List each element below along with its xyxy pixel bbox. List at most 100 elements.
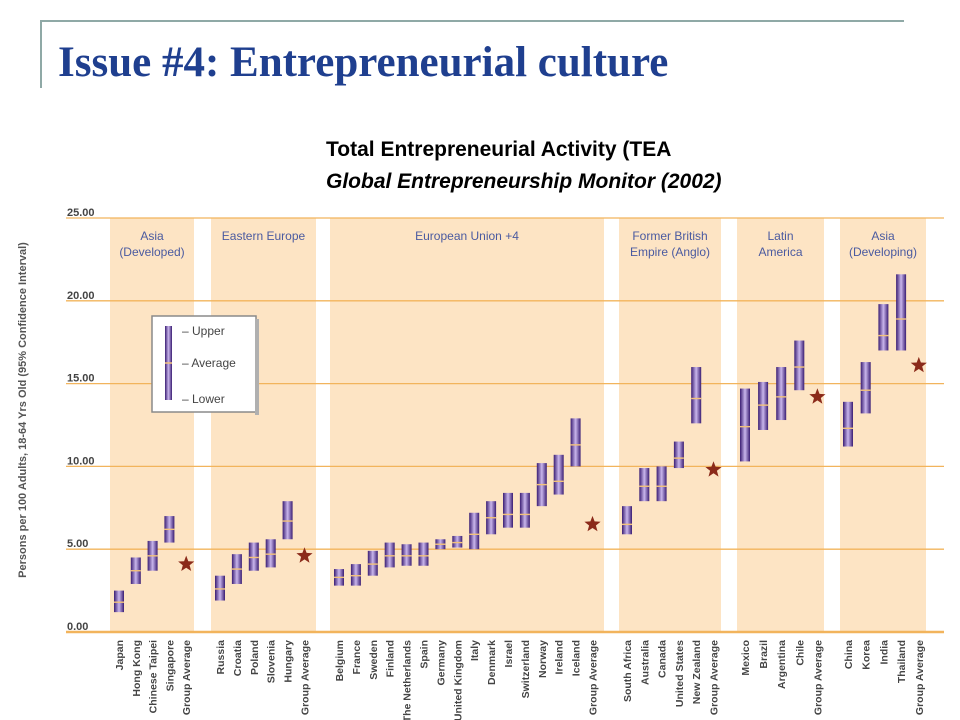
- x-tick-label: Thailand: [896, 640, 908, 683]
- range-bar: [248, 542, 259, 571]
- x-tick-labels: Japan Hong Kong Chinese Taipei Singapore Gro…: [114, 640, 926, 720]
- x-tick-label: Finland: [385, 640, 397, 677]
- range-bar: [519, 492, 530, 528]
- slide-title: Issue #4: Entrepreneurial culture: [58, 39, 669, 86]
- range-bar: [896, 274, 907, 351]
- group-average-star: [296, 547, 313, 563]
- range-bar: [384, 542, 395, 568]
- chart-title: Total Entrepreneurial Activity (TEA: [326, 138, 672, 161]
- x-tick-label-group-average: Group Average: [300, 640, 312, 715]
- x-tick-label-group-average: Group Average: [914, 640, 926, 715]
- y-tick-label: 5.00: [67, 538, 88, 550]
- group-average-star: [809, 388, 826, 404]
- range-bars: [114, 274, 907, 613]
- group-average-star: [178, 555, 195, 571]
- y-axis-label: Persons per 100 Adults, 18-64 Yrs Old (9…: [17, 242, 29, 578]
- range-bar: [350, 564, 361, 586]
- x-tick-label: Korea: [861, 640, 873, 670]
- range-bar: [570, 418, 581, 467]
- x-tick-label: Canada: [657, 640, 669, 678]
- x-tick-label: South Africa: [622, 640, 634, 702]
- x-tick-label: Argentina: [776, 640, 788, 689]
- range-bar: [418, 542, 429, 566]
- range-bar: [794, 340, 805, 391]
- x-tick-label: Belgium: [334, 640, 346, 681]
- x-tick-label: Poland: [249, 640, 261, 675]
- x-tick-label: Chinese Taipei: [148, 640, 160, 713]
- x-tick-label-group-average: Group Average: [181, 640, 193, 715]
- group-average-star: [910, 356, 927, 373]
- title-rule-top: [40, 20, 904, 22]
- y-tick-label: 20.00: [67, 290, 95, 302]
- group-label: European Union +4: [415, 229, 519, 243]
- x-tick-label: Ireland: [554, 640, 566, 674]
- legend-average: – Average: [182, 356, 236, 370]
- y-tick-label: 10.00: [67, 455, 95, 467]
- range-bar: [401, 544, 412, 566]
- group-label: Latin America: [758, 229, 802, 259]
- range-bar: [740, 388, 750, 462]
- x-tick-label: Mexico: [740, 640, 752, 676]
- x-tick-label: Iceland: [571, 640, 583, 676]
- x-tick-label: Hong Kong: [131, 640, 143, 697]
- x-tick-label: Hungary: [283, 640, 295, 683]
- group-average-star: [705, 461, 722, 477]
- x-tick-label: New Zealand: [691, 640, 703, 704]
- range-bar: [878, 304, 889, 351]
- group-average-star: [584, 515, 601, 532]
- x-tick-label: Norway: [537, 640, 549, 678]
- x-tick-label: Australia: [639, 640, 651, 685]
- y-tick-label: 25.00: [67, 207, 95, 219]
- title-rule-left: [40, 20, 42, 88]
- range-bar: [639, 468, 650, 502]
- x-tick-label: Russia: [215, 640, 227, 675]
- group-panel: [737, 218, 824, 632]
- group-panel: [840, 218, 926, 632]
- y-tick-labels: 0.00 5.00 10.00 15.00 20.00 25.00: [67, 207, 95, 633]
- range-bar: [215, 575, 225, 601]
- y-tick-label: 15.00: [67, 373, 95, 385]
- x-tick-label: Slovenia: [266, 640, 278, 683]
- x-tick-label: United States: [674, 640, 686, 707]
- group-panels: [110, 218, 926, 632]
- range-bar: [673, 441, 684, 469]
- x-tick-label: Japan: [114, 640, 126, 670]
- x-tick-label: China: [843, 640, 855, 669]
- x-tick-label-group-average: Group Average: [588, 640, 600, 715]
- x-tick-label: France: [351, 640, 363, 675]
- x-tick-label: Italy: [469, 640, 481, 661]
- range-bar: [656, 466, 667, 502]
- range-bar: [553, 454, 564, 495]
- range-bar: [265, 539, 276, 568]
- x-tick-label: The Netherlands: [402, 640, 414, 720]
- range-bar: [776, 367, 787, 421]
- range-bar: [691, 367, 702, 424]
- x-tick-label: Singapore: [164, 640, 176, 692]
- chart-title-block: Total Entrepreneurial Activity (TEA Glob…: [326, 134, 722, 198]
- range-bar: [622, 506, 632, 535]
- range-bar: [114, 590, 124, 613]
- group-label: Eastern Europe: [222, 229, 306, 243]
- group-label: Asia (Developing): [849, 229, 917, 259]
- x-tick-label: India: [878, 640, 890, 665]
- range-bar: [860, 362, 871, 414]
- legend-shadow: [255, 319, 259, 415]
- group-panel: [619, 218, 721, 632]
- x-tick-label: United Kingdom: [452, 640, 464, 720]
- range-bar: [367, 550, 378, 576]
- chart-subtitle: Global Entrepreneurship Monitor (2002): [326, 170, 722, 193]
- x-tick-label-group-average: Group Average: [709, 640, 721, 715]
- group-labels: Asia (Developed) Eastern Europe European Un…: [119, 229, 917, 259]
- y-tick-label: 0.00: [67, 621, 88, 633]
- x-tick-label: Denmark: [486, 640, 498, 685]
- group-label: Former British Empire (Anglo): [630, 229, 710, 259]
- range-bar: [282, 501, 293, 540]
- x-tick-label: Brazil: [758, 640, 770, 669]
- x-tick-label: Croatia: [232, 640, 244, 676]
- x-tick-label-group-average: Group Average: [812, 640, 824, 715]
- x-tick-label: Germany: [435, 640, 447, 686]
- tea-chart: 0.00 5.00 10.00 15.00 20.00 25.00 Persons per…: [17, 207, 944, 720]
- range-bar: [469, 512, 480, 550]
- legend-lower: – Lower: [182, 392, 225, 406]
- range-bar: [843, 401, 853, 447]
